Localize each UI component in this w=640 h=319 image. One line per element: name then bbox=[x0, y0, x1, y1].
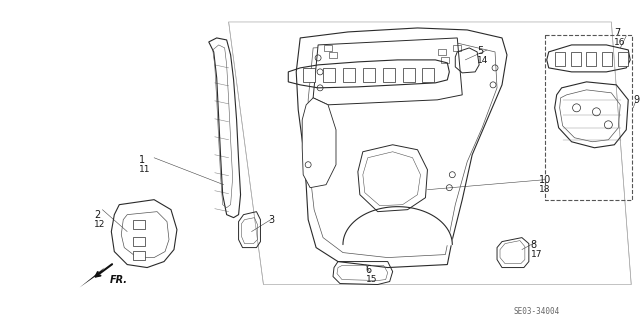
Bar bbox=[422, 68, 435, 82]
Bar bbox=[323, 68, 335, 82]
Text: 6: 6 bbox=[366, 264, 372, 275]
Bar bbox=[133, 220, 145, 229]
Text: 3: 3 bbox=[268, 215, 275, 225]
Bar bbox=[363, 68, 375, 82]
Text: 18: 18 bbox=[539, 185, 550, 194]
Text: 10: 10 bbox=[539, 175, 551, 185]
Text: 16: 16 bbox=[614, 38, 626, 47]
Bar bbox=[571, 52, 580, 66]
Bar bbox=[438, 49, 446, 55]
Text: 11: 11 bbox=[139, 165, 150, 174]
Text: 1: 1 bbox=[139, 155, 145, 165]
Bar bbox=[618, 52, 628, 66]
Text: 7: 7 bbox=[614, 28, 621, 38]
Bar bbox=[329, 52, 337, 58]
Polygon shape bbox=[79, 268, 104, 287]
Bar bbox=[403, 68, 415, 82]
Text: 12: 12 bbox=[95, 220, 106, 229]
Text: 14: 14 bbox=[477, 56, 488, 65]
Text: 4: 4 bbox=[372, 57, 379, 67]
Text: 17: 17 bbox=[531, 249, 542, 259]
Bar bbox=[343, 68, 355, 82]
Bar bbox=[324, 45, 332, 51]
Text: SE03-34004: SE03-34004 bbox=[514, 308, 560, 316]
Polygon shape bbox=[313, 38, 462, 105]
Bar bbox=[545, 35, 632, 200]
Bar bbox=[586, 52, 596, 66]
Text: 2: 2 bbox=[95, 210, 100, 220]
Bar bbox=[383, 68, 395, 82]
Bar bbox=[453, 45, 461, 51]
Bar bbox=[303, 68, 315, 82]
Text: 9: 9 bbox=[633, 95, 639, 105]
Bar bbox=[442, 57, 449, 63]
Bar bbox=[133, 237, 145, 246]
Polygon shape bbox=[302, 98, 336, 188]
Polygon shape bbox=[343, 207, 452, 245]
Text: 8: 8 bbox=[531, 240, 537, 249]
Bar bbox=[133, 251, 145, 260]
Text: 13: 13 bbox=[372, 67, 384, 76]
Text: 5: 5 bbox=[477, 46, 483, 56]
Text: 15: 15 bbox=[366, 275, 378, 284]
Text: FR.: FR. bbox=[109, 275, 127, 285]
Bar bbox=[602, 52, 612, 66]
Bar bbox=[555, 52, 564, 66]
